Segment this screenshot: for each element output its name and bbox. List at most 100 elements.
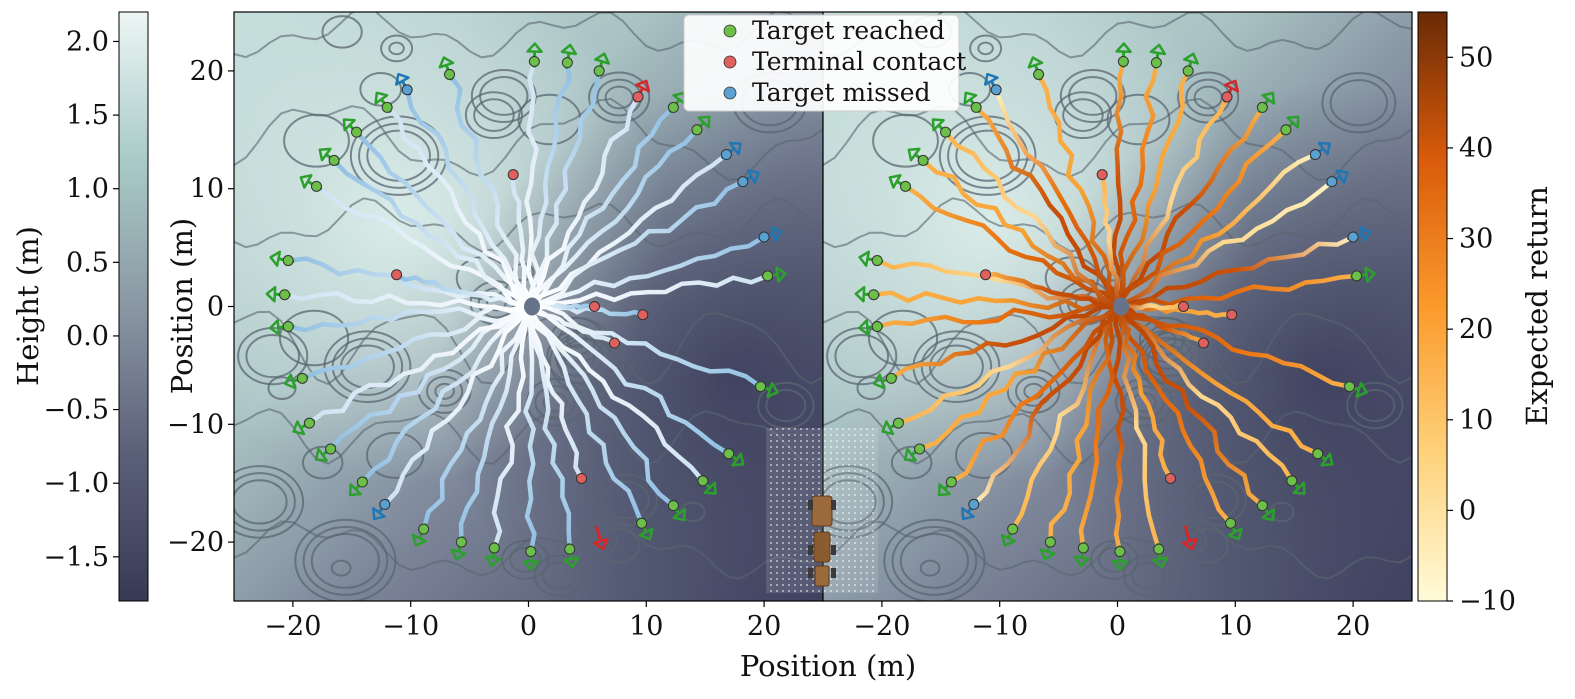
trajectory-endpoint	[561, 57, 573, 69]
contour-ring	[969, 34, 1003, 63]
trajectory-endpoint	[303, 417, 315, 429]
trajectory-endpoint	[1033, 68, 1045, 80]
trajectory-endpoint	[737, 176, 749, 188]
target-arrow	[592, 525, 609, 551]
trajectory-endpoint	[1326, 176, 1338, 188]
y-tick-label: 0	[207, 292, 224, 323]
trajectory-endpoint	[1117, 55, 1129, 67]
contour-ring	[1062, 98, 1104, 132]
trajectory	[526, 127, 700, 309]
trajectory-endpoint	[1280, 124, 1292, 136]
contour-ring	[1329, 79, 1389, 127]
trajectory-endpoint	[356, 476, 368, 488]
trajectory	[903, 184, 1120, 309]
trajectory-endpoint	[720, 149, 732, 161]
trajectory-endpoint	[980, 269, 992, 281]
contour-ring	[234, 479, 288, 525]
trajectory-endpoint	[871, 255, 883, 267]
return-colorbar-ticks: 50 40 30 20 10 0 −10	[1447, 42, 1516, 617]
contour-ring	[330, 559, 352, 577]
contour-ring	[533, 554, 585, 597]
trajectory	[526, 304, 732, 457]
contour-ring	[237, 326, 309, 386]
trajectory-endpoint	[667, 500, 679, 512]
trajectory-endpoint	[691, 124, 703, 136]
trajectory-endpoint	[1312, 448, 1324, 460]
trajectory	[983, 272, 1120, 309]
colorbar-tick-label: 30	[1459, 224, 1493, 255]
contour-ring	[1122, 554, 1174, 597]
colorbar-tick-label: 0.5	[66, 247, 109, 278]
contour-ring	[366, 431, 425, 479]
trajectory	[384, 105, 531, 309]
contour-ring	[1190, 480, 1239, 520]
robot-body-tail	[814, 565, 830, 587]
trajectory-endpoint	[1347, 231, 1359, 243]
height-colorbar-gradient	[118, 11, 149, 602]
trajectory-endpoint	[1114, 546, 1126, 558]
trajectory-endpoint	[1096, 169, 1108, 181]
trajectory-endpoint	[1182, 65, 1194, 77]
x-tick-label: −10	[382, 611, 439, 642]
trajectory-endpoint	[1165, 472, 1177, 484]
trajectory-endpoint	[279, 289, 291, 301]
contour-ring	[890, 445, 933, 480]
legend-marker-terminal-contact	[723, 55, 737, 69]
legend-box	[683, 14, 960, 112]
trajectory-endpoint	[914, 443, 926, 455]
contour-ring	[509, 546, 542, 573]
trajectory	[1115, 127, 1289, 309]
colorbar-tick-label: −0.5	[43, 395, 109, 426]
trajectory-endpoint	[488, 542, 500, 554]
contour-line	[823, 97, 1412, 182]
trajectory	[943, 129, 1120, 309]
trajectory	[1036, 72, 1120, 309]
terrain-contours	[823, 12, 1412, 601]
trajectory-endpoint	[525, 546, 537, 558]
trajectory-endpoint	[1256, 101, 1268, 113]
trajectory-endpoint	[697, 475, 709, 487]
trajectory	[523, 304, 537, 554]
trajectory-endpoint	[528, 55, 540, 67]
x-tick-label: 10	[629, 611, 663, 642]
trajectory	[973, 105, 1120, 309]
trajectory	[524, 59, 539, 309]
trajectory	[1099, 172, 1120, 309]
trajectory	[1010, 304, 1120, 532]
trajectory-endpoint	[1226, 309, 1238, 321]
contour-ring	[826, 326, 898, 386]
trajectory	[949, 304, 1120, 485]
colorbar-tick-label: 1.5	[66, 100, 109, 131]
trajectory	[285, 304, 531, 333]
trajectory	[354, 129, 531, 309]
trajectory-endpoint	[758, 231, 770, 243]
colorbar-tick-label: −1.0	[43, 468, 109, 499]
robot-body-rear	[813, 531, 831, 563]
trajectory	[1115, 60, 1159, 309]
trajectory	[526, 273, 770, 309]
contour-ring	[234, 472, 296, 532]
contour-ring	[434, 382, 455, 400]
trajectory	[1115, 273, 1359, 309]
x-tick-label: −20	[853, 611, 910, 642]
y-axis: 20 10 0 −10 −20	[167, 56, 234, 558]
y-tick-label: 20	[190, 56, 224, 87]
contour-ring	[321, 15, 363, 49]
contour-ring	[1068, 76, 1118, 116]
robot-illustration	[766, 428, 878, 593]
legend-label-target-reached: Target reached	[752, 16, 945, 45]
x-tick-label: −10	[971, 611, 1028, 642]
trajectory	[526, 304, 676, 508]
trajectory-endpoint	[1044, 536, 1056, 548]
colorbar-tick-label: −10	[1459, 586, 1516, 617]
trajectory	[285, 256, 531, 309]
trajectory	[526, 60, 572, 309]
trajectory-endpoint	[1153, 543, 1165, 555]
trajectory	[526, 234, 767, 309]
endpoint-markers	[868, 55, 1363, 558]
trajectory-endpoint	[310, 180, 322, 192]
contour-ring	[566, 331, 588, 349]
trajectory-endpoint	[990, 84, 1002, 96]
colorbar-tick-label: 2.0	[66, 26, 109, 57]
